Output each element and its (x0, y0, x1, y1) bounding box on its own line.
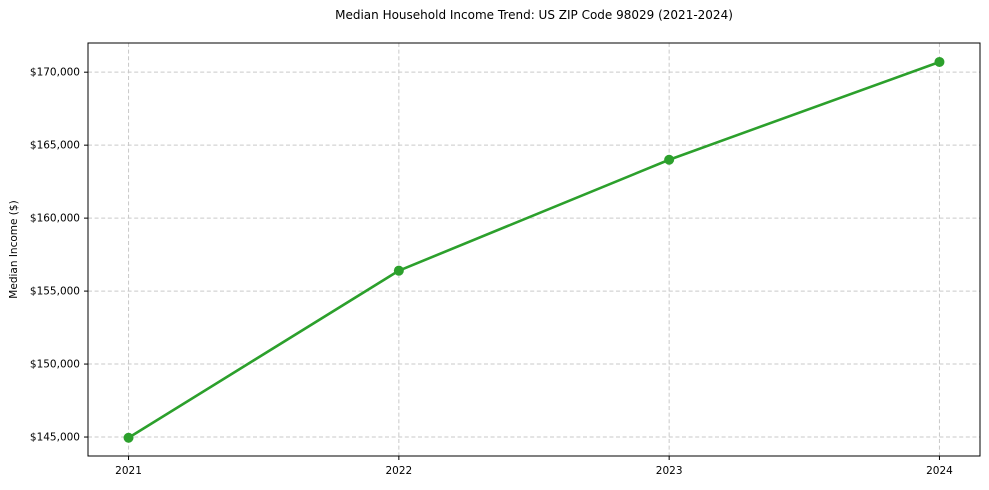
x-tick-label: 2024 (926, 465, 953, 477)
data-point-2023 (664, 154, 675, 165)
y-tick-label: $170,000 (30, 67, 80, 79)
chart-title: Median Household Income Trend: US ZIP Co… (335, 8, 733, 22)
data-point-2024 (934, 56, 945, 67)
x-tick-label: 2021 (115, 465, 142, 477)
data-point-2022 (393, 265, 404, 276)
income-trend-line (127, 60, 941, 440)
x-tick-label: 2023 (656, 465, 683, 477)
plot-border (87, 42, 981, 457)
y-tick-label: $155,000 (30, 286, 80, 298)
y-tick-label: $165,000 (30, 140, 80, 152)
data-point-2021 (123, 432, 134, 443)
y-tick-label: $145,000 (30, 432, 80, 444)
x-tick-label: 2022 (385, 465, 412, 477)
y-tick-label: $150,000 (30, 359, 80, 371)
y-tick-label: $160,000 (30, 213, 80, 225)
